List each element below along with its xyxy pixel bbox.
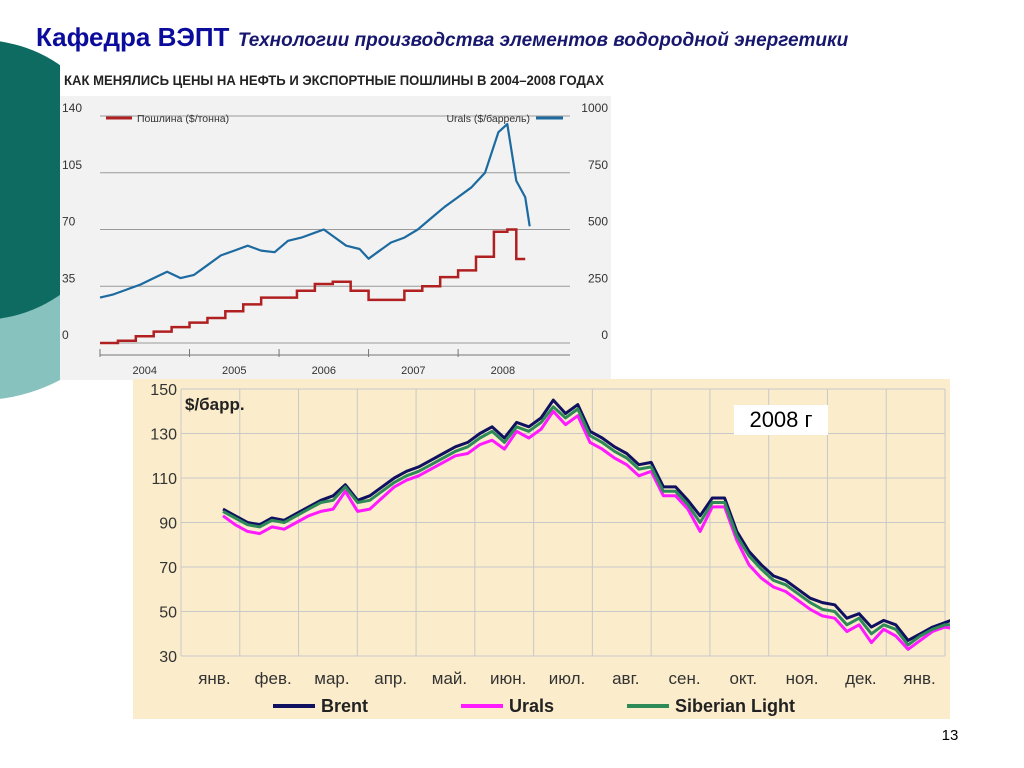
chart1-series-duty bbox=[100, 228, 526, 345]
chart2-x-tick-label: ноя. bbox=[786, 669, 819, 688]
chart1-y-left-tick: 140 bbox=[62, 101, 82, 115]
chart1-svg: КАК МЕНЯЛИСЬ ЦЕНЫ НА НЕФТЬ И ЭКСПОРТНЫЕ … bbox=[60, 58, 611, 377]
chart1-title: КАК МЕНЯЛИСЬ ЦЕНЫ НА НЕФТЬ И ЭКСПОРТНЫЕ … bbox=[64, 73, 604, 88]
chart1-y-right-tick: 750 bbox=[588, 158, 608, 172]
chart1-y-right-tick: 1000 bbox=[581, 101, 608, 115]
chart-oil-price-duty-2004-2008: КАК МЕНЯЛИСЬ ЦЕНЫ НА НЕФТЬ И ЭКСПОРТНЫЕ … bbox=[60, 58, 611, 380]
chart2-y-label: $/барр. bbox=[185, 395, 245, 414]
chart1-legend-label-duty: Пошлина ($/тонна) bbox=[137, 113, 229, 125]
chart2-y-tick-label: 130 bbox=[150, 427, 177, 444]
chart1-x-tick-label: 2004 bbox=[133, 365, 157, 377]
year-annotation: 2008 г bbox=[734, 405, 828, 435]
chart2-x-tick-label: дек. bbox=[845, 669, 877, 688]
chart1-x-tick-label: 2005 bbox=[222, 365, 246, 377]
page-number: 13 bbox=[941, 727, 959, 744]
chart1-y-right-tick: 0 bbox=[601, 328, 608, 342]
chart2-legend-label-brent: Brent bbox=[321, 696, 368, 716]
chart1-title-band bbox=[60, 58, 611, 96]
chart2-x-tick-label: окт. bbox=[729, 669, 757, 688]
chart2-y-tick-label: 110 bbox=[151, 471, 177, 488]
chart2-y-tick-label: 150 bbox=[150, 382, 177, 399]
chart2-x-tick-label: май. bbox=[432, 669, 467, 688]
chart1-x-tick-label: 2006 bbox=[312, 365, 336, 377]
chart1-y-left-tick: 0 bbox=[62, 328, 69, 342]
chart2-x-tick-label: янв. bbox=[198, 669, 230, 688]
chart2-x-tick-label: июн. bbox=[490, 669, 526, 688]
slide-header: Кафедра ВЭПТ Технологии производства эле… bbox=[36, 22, 848, 53]
chart2-x-tick-label: авг. bbox=[612, 669, 639, 688]
chart2-series-brent bbox=[222, 398, 950, 642]
chart1-y-left-tick: 35 bbox=[62, 271, 76, 285]
chart2-legend-label-siberian-light: Siberian Light bbox=[675, 696, 795, 716]
chart1-x-tick-label: 2008 bbox=[491, 365, 515, 377]
chart2-x-tick-label: сен. bbox=[668, 669, 700, 688]
chart2-x-tick-label: апр. bbox=[374, 669, 407, 688]
chart2-x-tick-label: янв. bbox=[903, 669, 935, 688]
chart2-series-urals bbox=[222, 409, 950, 651]
chart2-x-tick-label: фев. bbox=[255, 669, 292, 688]
subject-title: Технологии производства элементов водоро… bbox=[237, 30, 849, 51]
chart1-x-tick-label: 2007 bbox=[401, 365, 425, 377]
chart2-legend-label-urals: Urals bbox=[509, 696, 554, 716]
chart1-y-right-tick: 500 bbox=[588, 215, 608, 229]
chart1-y-right-tick: 250 bbox=[588, 271, 608, 285]
chart2-y-tick-label: 50 bbox=[159, 605, 177, 622]
department-title: Кафедра ВЭПТ bbox=[36, 22, 230, 52]
chart2-y-tick-label: 90 bbox=[159, 516, 177, 533]
chart2-svg: 30 50 70 90 110 130 150 $/барр. янв. фев. мар. апр.… bbox=[150, 382, 950, 716]
chart1-series-urals bbox=[99, 122, 531, 299]
chart2-series-siberian-light bbox=[222, 405, 950, 647]
chart2-x-tick-label: мар. bbox=[314, 669, 349, 688]
chart1-y-left-tick: 70 bbox=[62, 215, 76, 229]
chart1-legend-label-urals: Urals ($/баррель) bbox=[446, 113, 530, 125]
chart2-y-tick-label: 70 bbox=[159, 560, 177, 577]
chart2-x-tick-label: июл. bbox=[549, 669, 586, 688]
chart2-y-tick-label: 30 bbox=[159, 649, 177, 666]
chart1-y-left-tick: 105 bbox=[62, 158, 82, 172]
chart-oil-prices-2008: 30 50 70 90 110 130 150 $/барр. янв. фев. мар. апр.… bbox=[133, 379, 950, 719]
